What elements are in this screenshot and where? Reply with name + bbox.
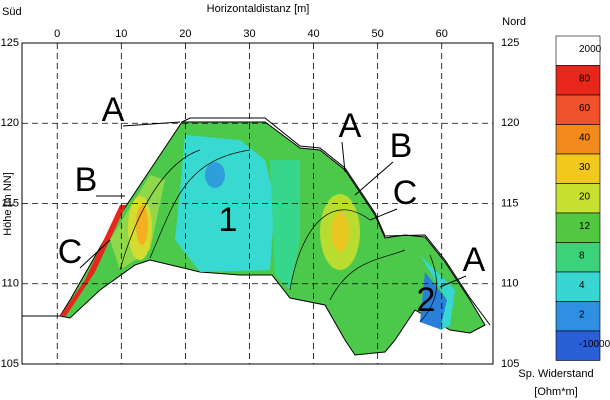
colorbar-box (555, 65, 601, 96)
leader-line (79, 239, 111, 269)
x-tick-label: 60 (436, 28, 448, 40)
colorbar-title: Sp. Widerstand (518, 368, 593, 380)
annotation: A (463, 241, 486, 279)
y-axis-label: Höhe [m NN] (2, 172, 14, 236)
y-tick-label: 120 (1, 117, 19, 129)
y-tick-label: 115 (1, 197, 19, 209)
x-tick-label: 40 (307, 28, 319, 40)
annotation: C (393, 174, 418, 212)
colorbar-box (555, 183, 601, 214)
left-label: Süd (2, 6, 22, 18)
colorbar-box (555, 301, 601, 332)
colorbar-box (555, 330, 601, 361)
y-tick-label-right: 120 (501, 117, 519, 129)
leader-line (122, 121, 181, 127)
x-tick-label: 10 (115, 28, 127, 40)
y-tick-label-right: 105 (501, 358, 519, 370)
leader-line (439, 275, 467, 288)
annotation: A (102, 91, 125, 129)
y-tick-label: 110 (1, 278, 19, 290)
colorbar-label: 80 (579, 73, 591, 84)
colorbar-box (555, 124, 601, 155)
right-label: Nord (502, 16, 526, 28)
leader-line (369, 208, 398, 221)
x-tick-label: 50 (372, 28, 384, 40)
annotation: B (75, 161, 98, 199)
annotation: 1 (219, 201, 238, 239)
colorbar-box (555, 35, 601, 66)
colorbar-label: 8 (579, 250, 585, 261)
colorbar-box (555, 212, 601, 243)
colorbar-label: 2000 (579, 44, 602, 55)
colorbar-box (555, 94, 601, 125)
colorbar-label: 4 (579, 280, 585, 291)
x-tick-label: 0 (54, 28, 60, 40)
x-tick-label: 20 (179, 28, 191, 40)
colorbar-label: 12 (579, 221, 591, 232)
annotation: C (58, 233, 83, 271)
y-tick-label-right: 125 (501, 37, 519, 49)
annotation: 2 (417, 281, 436, 319)
colorbar-box (555, 153, 601, 184)
y-tick-label-right: 110 (501, 278, 519, 290)
leader-line (354, 161, 394, 196)
colorbar-box (555, 242, 601, 273)
y-tick-label: 105 (1, 358, 19, 370)
y-tick-label-right: 115 (501, 197, 519, 209)
y-tick-label: 125 (1, 37, 19, 49)
annotation: A (339, 107, 362, 145)
x-tick-label: 30 (243, 28, 255, 40)
colorbar-label: 20 (579, 191, 591, 202)
colorbar-label: 30 (579, 162, 591, 173)
section (22, 117, 491, 356)
leader-line (341, 141, 346, 173)
annotation: B (390, 127, 413, 165)
chart-title: Horizontaldistanz [m] (207, 3, 310, 15)
colorbar-label: 2 (579, 309, 585, 320)
colorbar-title: [Ohm*m] (534, 386, 577, 398)
colorbar-label: 60 (579, 103, 591, 114)
colorbar-box (555, 271, 601, 302)
colorbar-label: -10000 (579, 339, 610, 350)
colorbar-label: 40 (579, 132, 591, 143)
